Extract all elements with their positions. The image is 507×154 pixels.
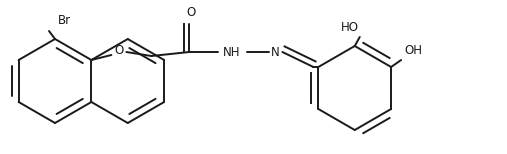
Text: HO: HO xyxy=(341,20,359,34)
Text: OH: OH xyxy=(404,43,422,57)
Text: Br: Br xyxy=(58,14,71,26)
Text: O: O xyxy=(187,6,196,18)
Text: O: O xyxy=(115,43,124,57)
Text: N: N xyxy=(271,45,280,59)
Text: NH: NH xyxy=(223,45,240,59)
